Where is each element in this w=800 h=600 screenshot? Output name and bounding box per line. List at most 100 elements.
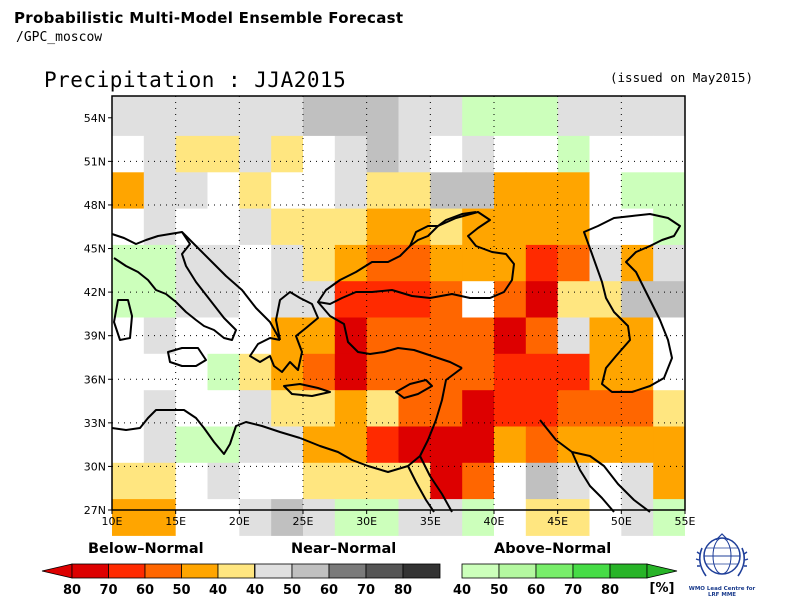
grid-cell [207,281,240,318]
grid-cell [112,499,145,536]
grid-cell [175,208,208,246]
grid-cell [430,426,463,464]
legend-below-swatch [108,563,146,579]
grid-cell [207,462,240,500]
grid-cell [334,462,368,500]
legend-near-tick: 50 [283,583,301,598]
grid-cell [430,244,463,282]
grid-cell [462,135,495,173]
grid-cell [303,135,336,173]
grid-cell [303,96,336,137]
grid-cell [589,426,622,464]
legend-near-scale: 40 50 60 70 80 [246,563,441,598]
cyprus-coast [395,379,433,399]
legend-above-swatch [572,563,611,579]
grid-cell [430,499,463,536]
grid-cell [462,353,495,391]
legend-below-tick: 50 [172,583,190,598]
axis-ticks [108,117,686,514]
grid-cell [334,96,368,137]
grid-cell [334,426,368,464]
grid-cell [430,96,463,137]
grid-cell [366,208,399,246]
legend-below-scale: 80 70 60 50 40 [41,563,255,598]
legend-below-swatch [181,563,219,579]
lat-label: 51N [84,155,106,168]
grid-cell [112,353,145,391]
probability-grid [112,96,686,536]
grid-cell [366,244,399,282]
grid-cell [494,244,527,282]
grid-cell [398,96,431,137]
grid-cell [207,390,240,427]
grid-cell [462,281,495,318]
grid-cell [175,353,208,391]
grid-cell [557,317,590,355]
legend-unit: [%] [650,581,675,596]
grid-cell [621,135,654,173]
header-subtitle: /GPC_moscow [16,30,103,45]
grid-cell [334,135,368,173]
lat-label: 36N [84,373,106,386]
grid-cell [271,390,304,427]
grid-cell [589,135,622,173]
grid-cell [621,390,654,427]
north-africa-coast [111,409,301,455]
grid-cell [494,208,527,246]
grid-cell [653,426,686,464]
grid-cell [653,172,686,210]
grid-cell [557,499,590,536]
legend-above-tick: 60 [527,583,545,598]
grid-cell [430,462,463,500]
grid-cell [557,244,590,282]
grid-cell [112,96,145,137]
grid-cell [589,281,622,318]
crimea-coast [409,225,438,247]
grid-cell [239,462,272,500]
grid-cell [589,499,622,536]
grid-cell [462,172,495,210]
map-frame [111,95,686,511]
grid-cell [112,244,145,282]
grid-cell [557,208,590,246]
grid-cell [207,208,240,246]
grid-cell [366,499,399,536]
grid-cell [207,172,240,210]
grid-cell [303,353,336,391]
grid-cell [143,317,177,355]
grid-cell [653,390,686,427]
grid-cell [143,135,177,173]
grid-cell [175,172,208,210]
grid-cell [525,353,559,391]
grid-cell [525,208,559,246]
legend-near-swatch [254,563,293,579]
grid-cell [175,281,208,318]
grid-cell [207,135,240,173]
legend-below-swatch [144,563,182,579]
grid-cell [494,353,527,391]
above-normal-label: Above–Normal [494,541,612,557]
lon-label: 35E [420,515,441,528]
grid-cell [303,462,336,500]
grid-cell [621,281,654,318]
grid-cell [175,135,208,173]
turkey-coast [317,301,463,369]
grid-cell [207,499,240,536]
grid-cell [175,499,208,536]
legend-above-arrow [646,563,678,579]
grid-cell [685,499,686,536]
grid-cell [271,244,304,282]
grid-cell [557,172,590,210]
grid-cell [366,172,399,210]
grid-cell [271,96,304,137]
grid-cell [494,96,527,137]
grid-cell [271,172,304,210]
grid-cell [239,96,272,137]
azov-coast [437,211,477,227]
grid-cell [366,135,399,173]
legend-below-tick: 80 [63,583,81,598]
lat-label: 42N [84,286,106,299]
grid-cell [334,499,368,536]
